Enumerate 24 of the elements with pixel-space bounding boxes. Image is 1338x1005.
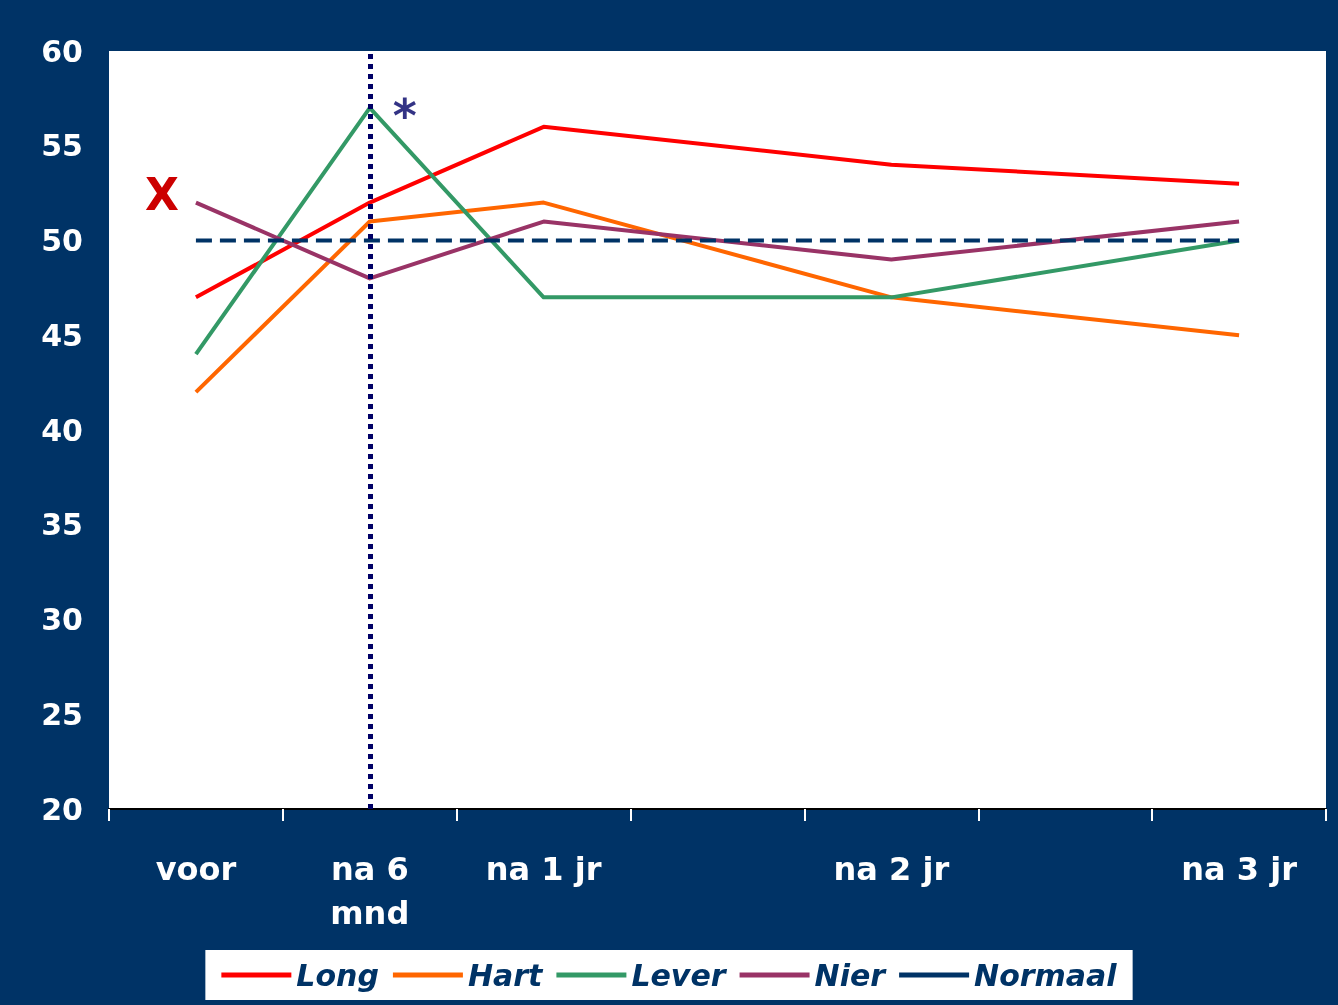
y-tick-label: 20	[41, 791, 83, 827]
x-tick-label: na 2 jr	[833, 850, 950, 888]
line-series	[193, 200, 1242, 281]
y-tick-label: 45	[41, 317, 83, 353]
line-series	[193, 200, 1242, 395]
legend-label: Lever	[631, 957, 728, 993]
annotation: X	[145, 168, 179, 220]
line-series	[193, 124, 1242, 300]
y-tick-label: 40	[41, 412, 83, 448]
legend-label: Normaal	[974, 957, 1118, 993]
legend-label: Hart	[467, 957, 545, 993]
x-tick-label: na 1 jr	[485, 850, 602, 888]
legend-label: Long	[296, 957, 379, 993]
x-tick-label: na 3 jr	[1181, 850, 1298, 888]
x-tick-label: na 6 mnd	[330, 850, 410, 932]
y-tick-label: 30	[41, 602, 83, 637]
y-tick-label: 60	[41, 33, 83, 69]
y-tick-label: 25	[41, 696, 83, 732]
y-tick-label: 55	[41, 128, 83, 164]
x-tick-label: voor	[155, 850, 237, 888]
y-tick-label: 35	[41, 507, 83, 543]
legend-label: Nier	[814, 957, 888, 993]
y-tick-label: 50	[41, 223, 83, 258]
annotation: *	[392, 88, 417, 143]
